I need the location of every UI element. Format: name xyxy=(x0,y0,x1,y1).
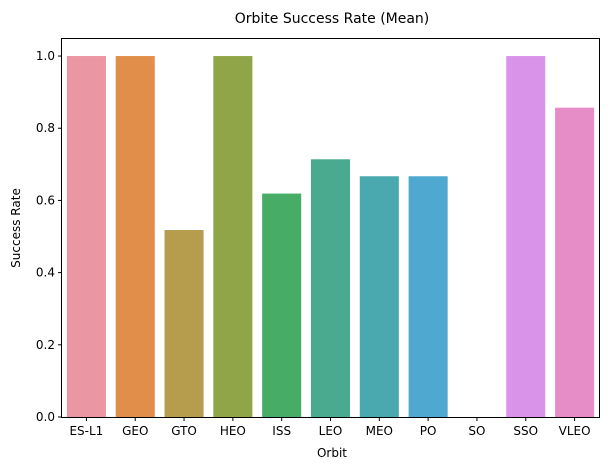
bar-heo xyxy=(213,56,253,418)
x-tick-label: PO xyxy=(420,424,437,438)
x-tick-label: SSO xyxy=(513,424,538,438)
bar-iss xyxy=(262,193,302,417)
bar-vleo xyxy=(555,107,595,417)
y-tick-label: 0.0 xyxy=(36,410,55,424)
x-tick-label: MEO xyxy=(366,424,393,438)
plot-frame xyxy=(61,38,600,418)
chart-title: Orbite Success Rate (Mean) xyxy=(235,11,430,27)
x-tick-label: ES-L1 xyxy=(69,424,103,438)
x-axis-label: Orbit xyxy=(317,446,347,460)
bar-meo xyxy=(359,176,399,417)
x-tick-label: VLEO xyxy=(559,424,591,438)
x-tick-label: GEO xyxy=(122,424,148,438)
x-tick-label: LEO xyxy=(319,424,343,438)
y-axis-ticks: 0.0 0.2 0.4 0.6 0.8 1.0 xyxy=(36,49,62,424)
bar-sso xyxy=(506,56,546,418)
bars-group xyxy=(66,56,595,418)
x-axis-ticks: ES-L1 GEO GTO HEO ISS LEO MEO PO SO SSO VLEO xyxy=(69,417,591,438)
y-tick-label: 0.6 xyxy=(36,193,55,207)
bar-leo xyxy=(310,159,351,417)
y-tick-label: 0.2 xyxy=(36,338,55,352)
bar-geo xyxy=(115,56,155,418)
y-tick-label: 0.8 xyxy=(36,121,55,135)
y-tick-label: 1.0 xyxy=(36,49,55,63)
x-tick-label: HEO xyxy=(220,424,246,438)
bar-es-l1 xyxy=(66,56,106,418)
y-tick-label: 0.4 xyxy=(36,266,55,280)
y-axis-label: Success Rate xyxy=(9,188,23,268)
x-tick-label: ISS xyxy=(272,424,291,438)
x-tick-label: GTO xyxy=(171,424,197,438)
bar-po xyxy=(408,176,448,417)
x-tick-label: SO xyxy=(468,424,485,438)
bar-gto xyxy=(164,230,204,417)
